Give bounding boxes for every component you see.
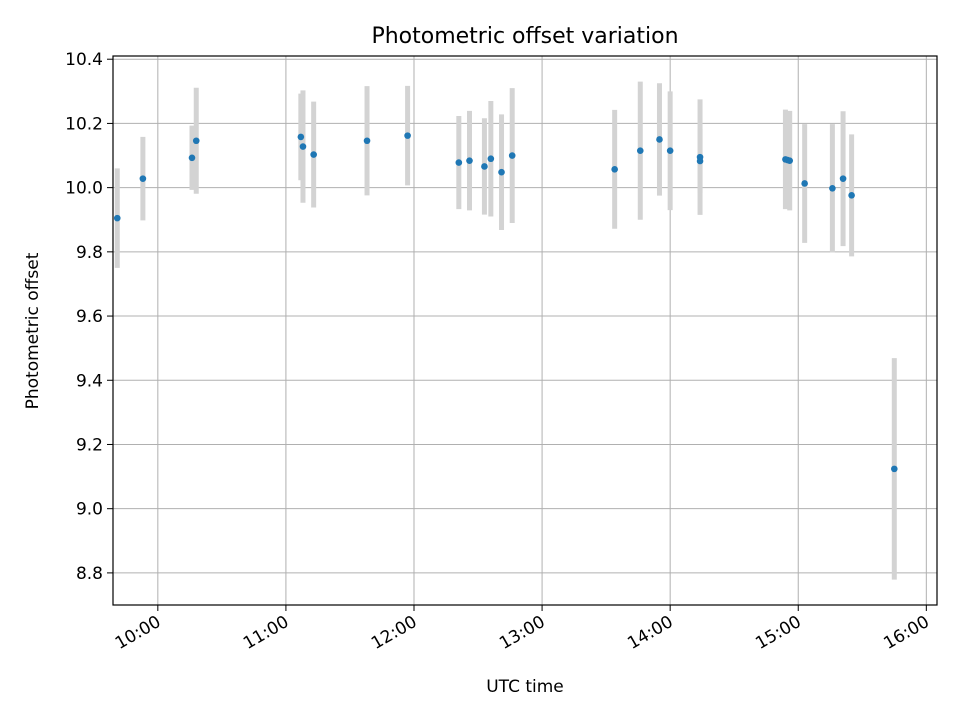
data-point [299,143,307,150]
data-point [113,214,121,222]
y-tick-label: 9.0 [76,500,103,520]
data-point [188,154,196,162]
data-point [139,175,147,182]
data-point [508,152,516,159]
chart-title: Photometric offset variation [371,24,678,49]
data-point [404,132,411,139]
data-point [297,133,305,141]
data-point [696,157,704,165]
data-point [487,155,495,163]
data-point [829,184,836,192]
data-point [310,151,317,158]
data-point [192,137,200,145]
data-point [839,175,847,182]
y-axis-ticks: 8.8 9.0 9.2 9.4 9.6 9.8 10.0 10.2 10.4 [65,50,113,584]
y-tick-label: 10.0 [65,179,103,199]
data-point [455,159,463,166]
data-point [891,465,898,473]
data-point [611,166,618,173]
grid-lines [113,56,937,605]
y-axis-label: Photometric offset [23,252,43,409]
data-point [848,192,855,199]
data-point [786,157,794,164]
data-point [666,147,674,155]
data-point [636,147,644,155]
plot-frame [112,55,938,606]
data-point [466,157,473,164]
y-tick-label: 10.4 [65,50,103,70]
y-tick-label: 8.8 [76,564,103,584]
y-tick-label: 9.2 [76,435,103,455]
y-tick-label: 10.2 [65,114,103,134]
data-point [656,136,663,143]
data-point [481,163,488,170]
data-point [363,137,371,145]
y-tick-label: 9.4 [76,371,103,391]
data-point [801,180,808,187]
y-tick-label: 9.8 [76,243,103,263]
x-axis-label: UTC time [486,677,564,697]
data-points [113,132,898,473]
y-tick-label: 9.6 [76,307,103,327]
data-point [498,168,505,176]
